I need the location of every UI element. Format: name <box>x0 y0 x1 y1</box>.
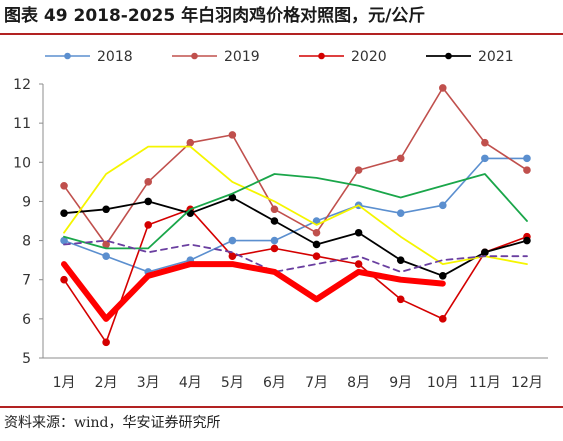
data-point <box>270 217 279 225</box>
legend-item: 2020 <box>299 49 387 65</box>
data-point <box>438 272 447 280</box>
legend-item: 2021 <box>426 49 514 65</box>
data-point <box>60 209 68 217</box>
data-point <box>396 209 405 217</box>
data-point <box>270 205 279 214</box>
series-line <box>63 196 528 277</box>
x-tick-label: 6月 <box>263 375 286 391</box>
data-point <box>396 295 405 304</box>
data-point <box>102 338 110 347</box>
series-2019 <box>60 84 531 249</box>
series-2018 <box>60 154 531 276</box>
x-tick-label: 3月 <box>137 375 160 391</box>
y-tick-label: 6 <box>22 312 31 328</box>
series-line <box>63 87 528 246</box>
x-tick-label: 10月 <box>427 375 459 391</box>
y-tick-label: 8 <box>22 234 31 250</box>
data-point <box>312 240 321 249</box>
x-tick-label: 7月 <box>305 375 328 391</box>
x-tick-label: 11月 <box>469 375 501 391</box>
data-point <box>228 252 237 261</box>
y-tick-label: 7 <box>22 273 31 289</box>
x-axis: 1月 2月 3月 4月 5月 6月 7月 8月 9月 10月 11月 12月 <box>43 357 548 391</box>
legend-label: 2020 <box>351 49 387 65</box>
data-point <box>354 228 363 237</box>
series-line-7 <box>61 261 446 322</box>
data-point <box>228 131 237 139</box>
legend-item: 2018 <box>45 49 133 65</box>
y-tick-label: 10 <box>13 155 31 171</box>
series-line <box>63 145 528 266</box>
x-tick-label: 1月 <box>53 375 76 391</box>
data-point <box>481 248 489 257</box>
data-point <box>144 178 153 186</box>
x-tick-label: 9月 <box>389 375 412 391</box>
y-tick-label: 5 <box>22 351 31 367</box>
line-chart: 2018 2019 2020 2021 5 6 7 8 9 10 11 12 1月 2月 3月 4月 5月 6… <box>13 49 548 391</box>
data-point <box>481 154 489 163</box>
data-point <box>102 252 110 261</box>
legend-label: 2021 <box>478 49 514 65</box>
source-divider <box>0 406 563 408</box>
source-note: 资料来源：wind，华安证券研究所 <box>4 415 221 431</box>
legend: 2018 2019 2020 2021 <box>45 49 514 65</box>
data-point <box>270 236 279 245</box>
series-2020 <box>60 205 531 347</box>
series-line-4 <box>63 145 528 266</box>
data-point <box>144 221 153 229</box>
legend-marker <box>64 52 71 60</box>
data-point <box>312 228 321 237</box>
legend-marker <box>318 52 325 60</box>
chart-title: 图表 49 2018-2025 年白羽肉鸡价格对照图，元/公斤 <box>4 6 426 26</box>
data-point <box>396 154 405 163</box>
data-point <box>186 138 195 147</box>
series-line <box>63 157 528 273</box>
data-point <box>354 166 363 174</box>
series-layer <box>60 84 531 347</box>
x-tick-label: 2月 <box>95 375 118 391</box>
x-tick-label: 12月 <box>511 375 543 391</box>
data-point <box>438 201 447 210</box>
series-line <box>63 239 528 273</box>
legend-label: 2019 <box>224 49 260 65</box>
data-point <box>396 256 405 264</box>
legend-item: 2019 <box>172 49 260 65</box>
series-line <box>63 173 528 250</box>
data-point <box>144 197 153 206</box>
x-tick-label: 8月 <box>347 375 370 391</box>
data-point <box>60 181 68 190</box>
series-line <box>61 261 446 322</box>
y-tick-label: 9 <box>22 194 31 210</box>
data-point <box>354 260 363 268</box>
series-line-6 <box>63 239 528 273</box>
y-tick-label: 12 <box>13 77 31 93</box>
y-tick-label: 11 <box>13 116 31 132</box>
x-tick-label: 5月 <box>221 375 244 391</box>
data-point <box>312 252 321 261</box>
series-line-5 <box>63 173 528 250</box>
y-axis: 5 6 7 8 9 10 11 12 <box>13 77 44 367</box>
data-point <box>523 154 531 163</box>
title-divider <box>0 33 563 35</box>
data-point <box>102 205 110 214</box>
data-point <box>438 315 447 323</box>
series-line <box>63 208 528 344</box>
legend-marker <box>445 52 452 60</box>
data-point <box>228 236 237 245</box>
data-point <box>438 84 447 92</box>
legend-label: 2018 <box>97 49 133 65</box>
data-point <box>523 236 531 245</box>
data-point <box>523 166 531 174</box>
series-2021 <box>60 193 531 280</box>
data-point <box>60 275 68 284</box>
data-point <box>481 138 489 147</box>
legend-marker <box>191 52 198 60</box>
x-tick-label: 4月 <box>179 375 202 391</box>
data-point <box>270 244 279 253</box>
